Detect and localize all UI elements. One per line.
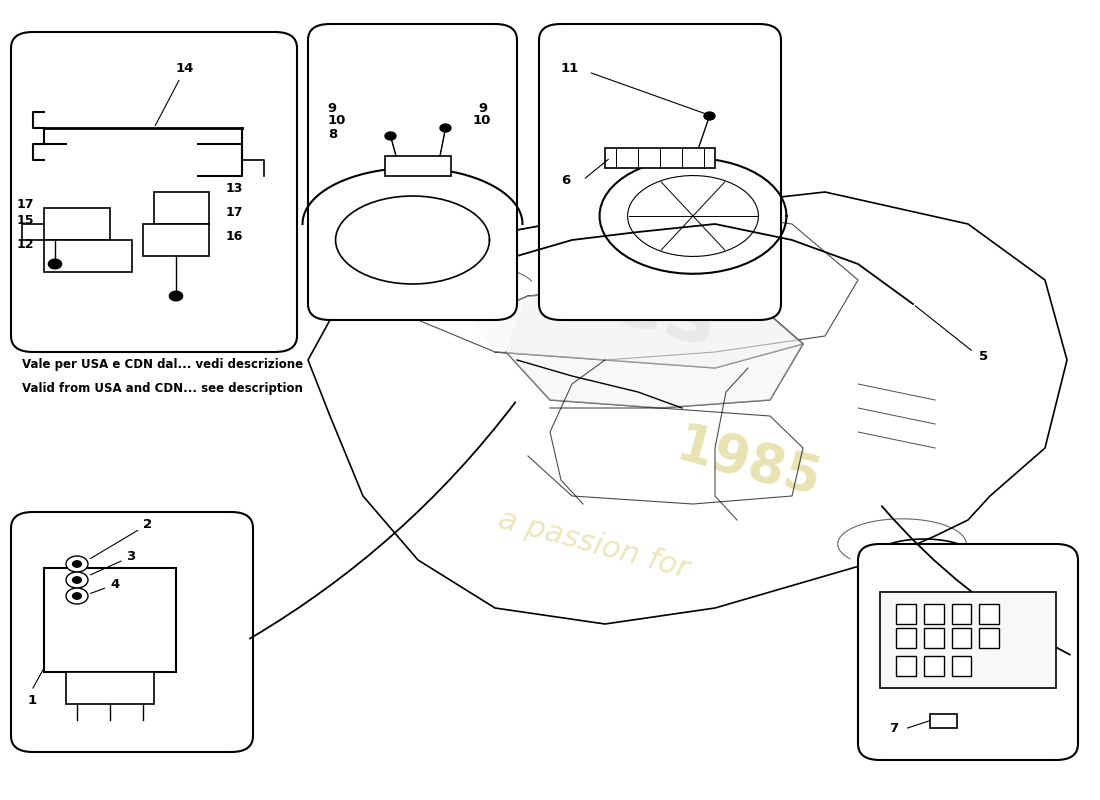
Text: 15: 15 bbox=[16, 214, 34, 227]
FancyBboxPatch shape bbox=[858, 544, 1078, 760]
Bar bbox=[924, 656, 944, 676]
Text: 5: 5 bbox=[979, 350, 988, 363]
Bar bbox=[896, 628, 916, 648]
Bar bbox=[896, 604, 916, 624]
Text: ces: ces bbox=[550, 243, 726, 365]
Text: 1985: 1985 bbox=[670, 420, 826, 508]
Circle shape bbox=[169, 291, 183, 301]
Text: 13: 13 bbox=[226, 182, 243, 195]
FancyBboxPatch shape bbox=[11, 32, 297, 352]
Text: 10: 10 bbox=[473, 114, 492, 127]
Bar bbox=[66, 672, 154, 704]
Text: 10: 10 bbox=[328, 114, 346, 127]
Text: 16: 16 bbox=[226, 230, 243, 243]
Text: 1: 1 bbox=[28, 694, 36, 707]
Text: 2: 2 bbox=[90, 518, 152, 558]
FancyBboxPatch shape bbox=[539, 24, 781, 320]
Bar bbox=[44, 208, 110, 240]
Bar bbox=[979, 628, 999, 648]
Bar bbox=[143, 224, 209, 256]
Polygon shape bbox=[473, 288, 803, 368]
FancyBboxPatch shape bbox=[308, 24, 517, 320]
Bar bbox=[952, 604, 971, 624]
FancyBboxPatch shape bbox=[11, 512, 253, 752]
Text: 3: 3 bbox=[90, 550, 135, 575]
Text: 9: 9 bbox=[478, 102, 487, 115]
Circle shape bbox=[66, 556, 88, 572]
Text: 11: 11 bbox=[561, 62, 580, 75]
Bar bbox=[44, 568, 176, 672]
Bar bbox=[930, 714, 957, 728]
Circle shape bbox=[73, 593, 81, 599]
Bar bbox=[924, 604, 944, 624]
Bar bbox=[605, 148, 715, 168]
Bar bbox=[880, 592, 1056, 688]
Text: a passion for: a passion for bbox=[495, 505, 693, 583]
Text: 6: 6 bbox=[561, 174, 570, 187]
Bar bbox=[44, 240, 132, 272]
Bar bbox=[952, 628, 971, 648]
Text: Valid from USA and CDN... see description: Valid from USA and CDN... see descriptio… bbox=[22, 382, 302, 395]
Circle shape bbox=[48, 259, 62, 269]
Circle shape bbox=[385, 132, 396, 140]
Text: 17: 17 bbox=[16, 198, 34, 211]
Text: 12: 12 bbox=[16, 238, 34, 251]
Text: 4: 4 bbox=[90, 578, 119, 594]
Text: 14: 14 bbox=[155, 62, 195, 126]
Circle shape bbox=[704, 112, 715, 120]
Circle shape bbox=[66, 588, 88, 604]
Bar bbox=[896, 656, 916, 676]
Text: 17: 17 bbox=[226, 206, 243, 219]
Bar bbox=[154, 192, 209, 224]
Text: 7: 7 bbox=[889, 722, 898, 735]
Circle shape bbox=[440, 124, 451, 132]
Bar bbox=[952, 656, 971, 676]
Bar bbox=[979, 604, 999, 624]
Text: 8: 8 bbox=[328, 129, 337, 142]
Circle shape bbox=[73, 561, 81, 567]
Text: Vale per USA e CDN dal... vedi descrizione: Vale per USA e CDN dal... vedi descrizio… bbox=[22, 358, 304, 371]
Text: 9: 9 bbox=[328, 102, 337, 115]
Bar bbox=[924, 628, 944, 648]
Circle shape bbox=[73, 577, 81, 583]
Polygon shape bbox=[506, 288, 803, 408]
Circle shape bbox=[66, 572, 88, 588]
Bar bbox=[385, 156, 451, 176]
